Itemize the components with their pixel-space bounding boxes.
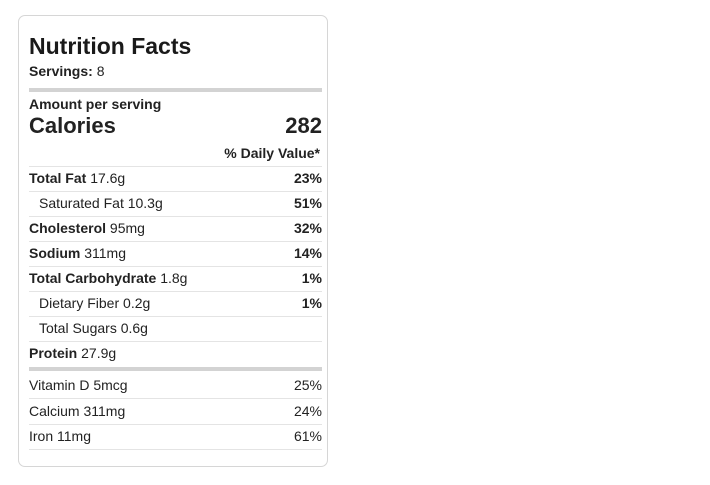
vitamin-row-calcium: Calcium 311mg 24% [29,400,322,425]
vitamin-row-iron: Iron 11mg 61% [29,425,322,450]
nutrient-row-cholesterol: Cholesterol 95mg 32% [29,217,322,242]
nutrient-name: Saturated Fat [39,195,124,211]
vitamin-name: Vitamin D [29,377,90,393]
calories-row: Calories 282 [29,113,322,143]
nutrient-row-saturated-fat: Saturated Fat 10.3g 51% [29,192,322,217]
nutrient-amount: 17.6g [90,170,126,186]
nutrient-amount: 0.6g [120,320,148,336]
vitamin-row-vitamin-d: Vitamin D 5mcg 25% [29,374,322,399]
row-divider [29,341,322,342]
nutrient-name: Dietary Fiber [39,295,120,311]
servings-label: Servings: [29,63,93,79]
nutrient-row-protein: Protein 27.9g [29,342,322,367]
nutrient-daily-value: 32% [293,220,322,236]
nutrient-daily-value: 1% [301,295,322,311]
nutrient-daily-value: 14% [293,245,322,261]
row-divider [29,291,322,292]
row-divider [29,316,322,317]
servings-value: 8 [96,63,105,79]
nutrient-amount: 311mg [84,245,127,261]
vitamin-daily-value: 25% [293,377,322,393]
calories-value: 282 [285,113,322,138]
servings-line: Servings: 8 [29,63,105,79]
nutrient-daily-value: 23% [293,170,322,186]
vitamin-amount: 11mg [57,428,91,444]
nutrient-amount: 10.3g [127,195,163,211]
vitamin-name: Iron [29,428,54,444]
row-divider [29,449,322,450]
row-divider [29,266,322,267]
nutrient-name: Protein [29,345,78,361]
row-divider [29,241,322,242]
nutrition-facts-card: Nutrition Facts Servings: 8 Amount per s… [18,15,328,467]
nutrient-row-total-carbohydrate: Total Carbohydrate 1.8g 1% [29,267,322,292]
nutrient-amount: 95mg [109,220,145,236]
nutrient-amount: 27.9g [81,345,117,361]
nutrient-name: Total Carbohydrate [29,270,157,286]
amount-per-serving: Amount per serving [29,96,162,112]
row-divider [29,424,322,425]
nutrition-title: Nutrition Facts [29,33,192,59]
vitamin-daily-value: 24% [293,403,322,419]
nutrient-row-total-fat: Total Fat 17.6g 23% [29,167,322,192]
nutrient-name: Total Sugars [39,320,117,336]
row-divider [29,191,322,192]
row-divider [29,216,322,217]
nutrient-name: Cholesterol [29,220,107,236]
nutrient-daily-value: 51% [293,195,322,211]
nutrient-name: Total Fat [29,170,87,186]
nutrient-row-total-sugars: Total Sugars 0.6g [29,317,322,342]
nutrient-row-dietary-fiber: Dietary Fiber 0.2g 1% [29,292,322,317]
vitamin-daily-value: 61% [293,428,322,444]
nutrient-name: Sodium [29,245,81,261]
row-divider [29,398,322,399]
nutrient-amount: 0.2g [123,295,151,311]
vitamin-amount: 311mg [83,403,126,419]
thick-divider [29,367,322,371]
vitamin-amount: 5mcg [93,377,128,393]
nutrient-daily-value: 1% [301,270,322,286]
calories-label: Calories [29,113,116,138]
nutrient-row-sodium: Sodium 311mg 14% [29,242,322,267]
daily-value-header: % Daily Value* [224,145,320,161]
vitamin-name: Calcium [29,403,80,419]
thick-divider [29,88,322,92]
divider [29,166,322,167]
nutrient-amount: 1.8g [160,270,188,286]
